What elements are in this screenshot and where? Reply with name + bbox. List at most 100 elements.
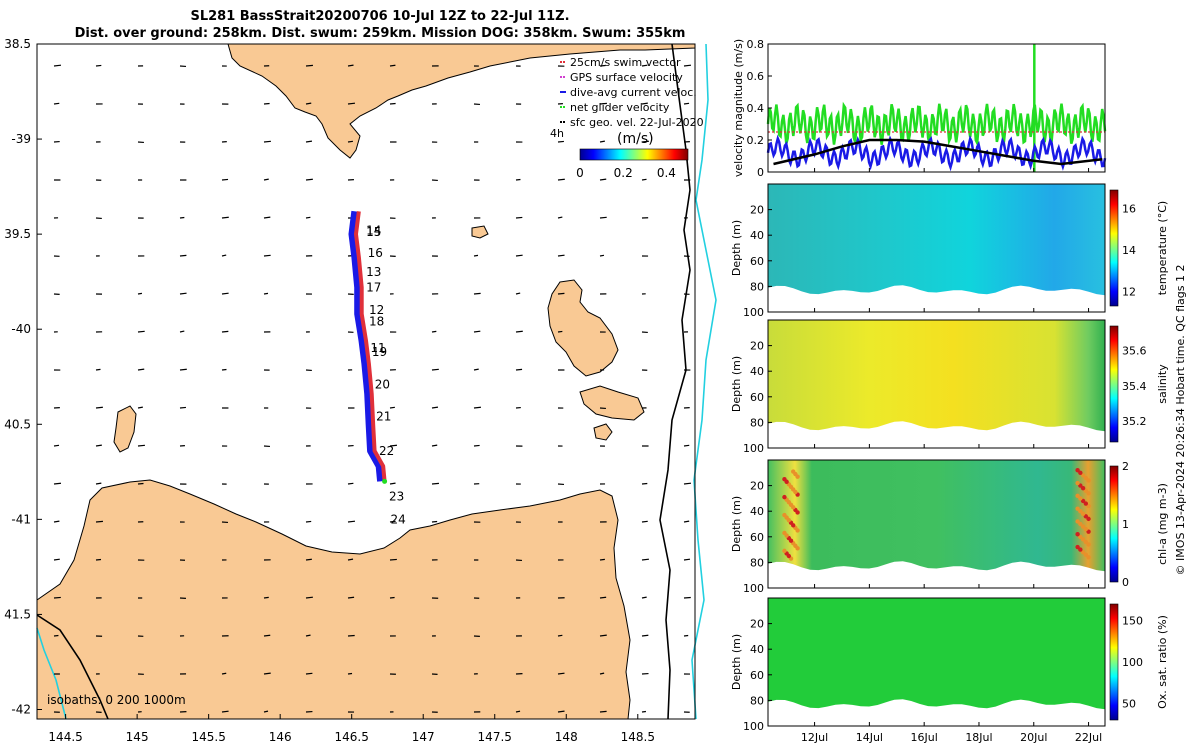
chl-sample-dot <box>1083 501 1089 506</box>
velocity-arrow <box>641 520 648 523</box>
isobath-1000-sw <box>36 627 67 720</box>
chl-sample-dot <box>784 479 789 484</box>
colorbar-tick-label: 0.2 <box>614 166 633 180</box>
x-tick-label: 14Jul <box>856 731 883 744</box>
velocity-arrow <box>263 102 270 105</box>
day-label: 20 <box>375 377 390 391</box>
velocity-arrow <box>263 710 269 713</box>
velocity-arrow <box>641 102 648 105</box>
dive-avg-current-trace <box>348 210 385 482</box>
lon-tick-label: 147 <box>412 730 435 744</box>
y-tick-label: 40 <box>750 229 764 242</box>
day-label: 21 <box>376 410 391 424</box>
y-axis-label: Depth (m) <box>730 220 743 276</box>
velocity-arrow <box>389 558 397 561</box>
velocity-arrow <box>641 178 647 181</box>
small-island <box>471 225 489 239</box>
day-label: 16 <box>368 246 383 260</box>
lat-tick-label: -41 <box>11 512 31 526</box>
velocity-arrow <box>683 64 692 67</box>
colorbar-unit-label: (m/s) <box>617 131 654 147</box>
velocity-arrow <box>473 368 479 371</box>
y-tick-label: 40 <box>750 643 764 656</box>
velocity-arrow <box>263 596 269 599</box>
velocity-arrow <box>389 444 398 447</box>
velocity-arrow <box>179 292 187 295</box>
velocity-arrow <box>263 216 271 219</box>
geostrophic-velocity-arrows <box>53 64 692 713</box>
chl-sample-dot <box>795 474 800 479</box>
lat-tick-label: 38.5 <box>4 37 31 51</box>
velocity-arrow <box>641 558 649 561</box>
velocity-arrow <box>683 102 690 105</box>
velocity-arrow <box>95 368 101 371</box>
chl-sample-dot <box>784 533 789 538</box>
colorbar-tick-label: 16 <box>1122 203 1136 216</box>
velocity-arrow <box>53 482 62 485</box>
velocity-arrow <box>53 444 60 447</box>
velocity-arrow <box>137 330 145 333</box>
panel-colorbar <box>1109 465 1119 583</box>
velocity-arrow <box>347 64 354 67</box>
map-colorbar-ticks: 0 0.2 0.4 <box>576 166 676 180</box>
velocity-arrow <box>599 710 607 713</box>
velocity-arrow <box>431 482 440 485</box>
velocity-arrow <box>53 102 60 105</box>
y-tick-label: 100 <box>743 582 764 595</box>
panel-border <box>767 183 1106 313</box>
y-tick-label: 80 <box>750 694 764 707</box>
velocity-arrow <box>221 710 229 713</box>
sfc-geo-velocity-line <box>773 138 1103 166</box>
chl-sample-dot <box>793 543 798 548</box>
velocity-arrow <box>179 406 187 409</box>
velocity-arrow <box>683 444 690 447</box>
lat-tick-label: 41.5 <box>4 607 31 621</box>
colorbar-label: salinity <box>1156 364 1169 404</box>
velocity-arrow <box>221 330 229 333</box>
day-label: 19 <box>372 345 387 359</box>
velocity-arrow <box>263 140 271 143</box>
credit-text: © IMOS 13-Apr-2024 20:26:34 Hobart time.… <box>1174 265 1187 576</box>
chl-sample-dot <box>1078 521 1083 527</box>
velocity-arrow <box>473 444 480 447</box>
x-tick-label: 20Jul <box>1020 731 1047 744</box>
depth-field <box>768 598 1105 710</box>
colorbar-label: chl-a (mg m-3) <box>1156 483 1169 565</box>
chl-sample-dot <box>1083 526 1089 532</box>
velocity-arrow <box>389 406 395 409</box>
y-tick-label: 100 <box>743 306 764 319</box>
day-label: 14 <box>366 223 381 237</box>
isobath-1000 <box>691 43 717 720</box>
velocity-arrow <box>347 140 353 143</box>
map-axis-ticks: 144.5 145 145.5 146 146.5 147 147.5 148 148.5 38.… <box>4 37 655 744</box>
day-label: 11 <box>370 341 385 355</box>
victoria-coast <box>227 43 696 159</box>
velocity-arrow <box>263 672 271 675</box>
velocity-arrow <box>557 178 565 181</box>
chl-sample-dot <box>786 500 792 505</box>
velocity-arrow <box>431 368 439 371</box>
velocity-arrow <box>137 482 144 485</box>
swim-vector-trace <box>353 211 387 482</box>
velocity-arrow <box>179 216 185 219</box>
timeseries-panel-2: 20 40 60 80 100 Depth (m) 12 14 16 temperature (°… <box>730 183 1169 319</box>
y-axis-label: Depth (m) <box>730 356 743 412</box>
chl-sample-dot <box>1080 537 1086 542</box>
velocity-arrow <box>137 292 143 295</box>
day-label: 23 <box>389 490 404 504</box>
colorbar-tick-label: 12 <box>1122 286 1136 299</box>
day-label: 22 <box>379 444 394 458</box>
velocity-arrow <box>431 444 438 447</box>
velocity-arrow <box>389 482 396 485</box>
lon-tick-label: 145.5 <box>191 730 225 744</box>
velocity-arrow <box>557 330 563 333</box>
velocity-arrow <box>305 216 311 219</box>
legend-label: dive-avg current veloc. <box>570 86 697 99</box>
chl-sample-dot <box>782 512 787 518</box>
y-tick-label: 100 <box>743 720 764 733</box>
legend-label: GPS surface velocity <box>570 71 683 84</box>
x-tick-label: 12Jul <box>801 731 828 744</box>
